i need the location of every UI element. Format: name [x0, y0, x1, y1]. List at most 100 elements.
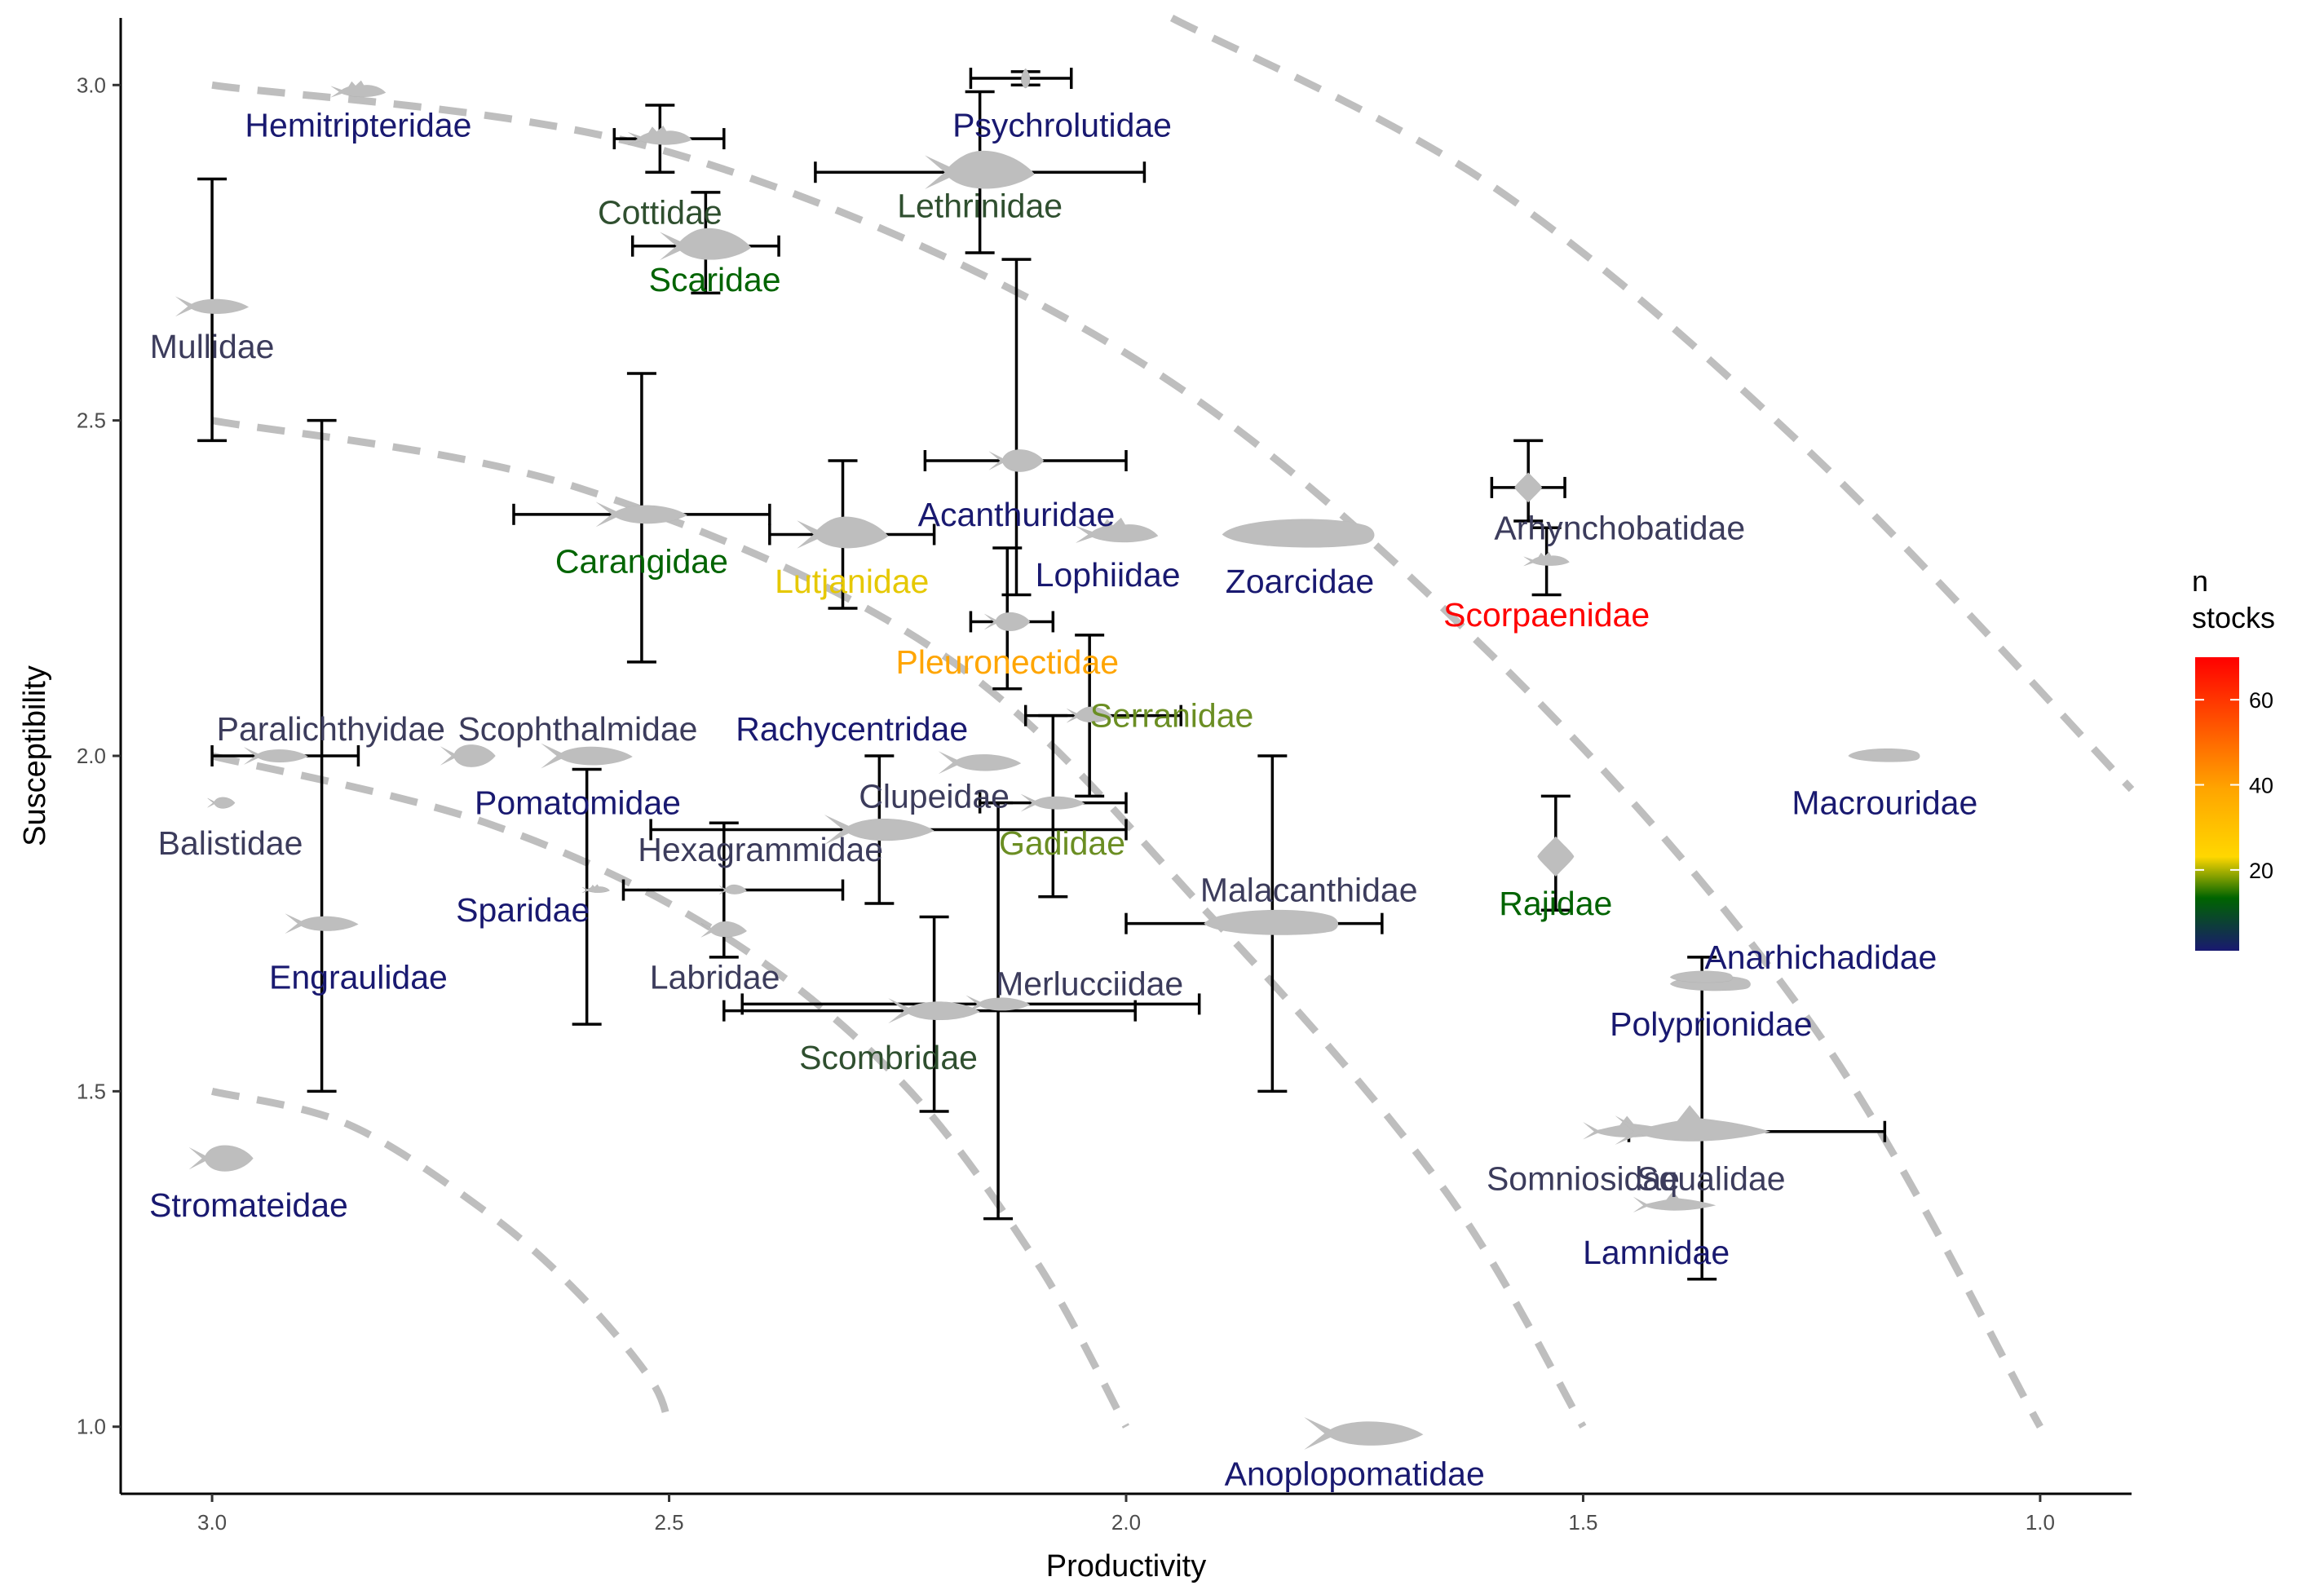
family-label-labridae: Labridae [650, 959, 780, 996]
contour-lines [211, 15, 2135, 1429]
colorbar-tick-label: 40 [2249, 774, 2273, 798]
family-label-hexagrammidae: Hexagrammidae [638, 831, 883, 868]
family-label-merlucciidae: Merlucciidae [996, 965, 1183, 1003]
fish-marker-mullidae [175, 297, 249, 316]
fish-marker-psychrolutidae [1021, 68, 1030, 88]
x-tick-label: 1.5 [1568, 1510, 1597, 1535]
family-label-cottidae: Cottidae [598, 194, 722, 232]
fish-marker-pomatomidae [541, 744, 633, 768]
y-axis-title: Susceptibility [18, 665, 52, 846]
fish-marker-lamnidae [1633, 1191, 1716, 1212]
fish-marker-carangidae [596, 502, 687, 527]
fish-markers [175, 68, 1920, 1450]
family-label-gadidae: Gadidae [999, 824, 1125, 862]
legend-title-line1: n [2192, 564, 2208, 598]
x-tick-label: 3.0 [197, 1510, 227, 1535]
fish-marker-rachycentridae [939, 752, 1021, 774]
fish-marker-arhynchobatidae [1514, 472, 1542, 502]
colorbar-legend: n stocks 20 40 60 [2192, 564, 2275, 951]
contour-line [211, 417, 1587, 1429]
fish-marker-serranidae [1067, 707, 1112, 723]
y-tick-label: 2.5 [77, 409, 106, 433]
fish-marker-hemitripteridae [331, 81, 386, 98]
family-label-scaridae: Scaridae [649, 261, 781, 298]
x-axis-title: Productivity [1046, 1549, 1206, 1583]
fish-marker-lutjanidae [797, 517, 888, 549]
fish-marker-lethrinidae [925, 151, 1035, 189]
family-label-balistidae: Balistidae [158, 824, 303, 862]
family-label-lethrinidae: Lethrinidae [897, 187, 1063, 224]
fish-marker-scorpaenidae [1524, 552, 1570, 566]
contour-line [211, 752, 1129, 1429]
fish-marker-macrouridae [1849, 749, 1920, 762]
family-label-clupeidae: Clupeidae [859, 777, 1010, 815]
y-tick-label: 3.0 [77, 73, 106, 97]
family-label-anoplopomatidae: Anoplopomatidae [1225, 1455, 1485, 1492]
family-label-somniosidae: Somniosidae [1487, 1159, 1680, 1197]
family-label-carangidae: Carangidae [555, 542, 728, 580]
fish-marker-sparidae [719, 885, 747, 894]
family-label-scombridae: Scombridae [799, 1039, 978, 1076]
fish-marker-clupeidae [824, 815, 934, 845]
fish-marker-stromateidae [189, 1146, 253, 1172]
family-label-anarhichadidae: Anarhichadidae [1704, 939, 1937, 976]
fish-marker-balistidae [207, 797, 235, 809]
fish-marker-squalidae [1615, 1105, 1771, 1145]
family-label-serranidae: Serranidae [1090, 697, 1254, 735]
family-label-squalidae: Squalidae [1637, 1159, 1785, 1197]
family-label-rajidae: Rajidae [1499, 885, 1612, 922]
fish-marker-zoarcidae [1222, 519, 1375, 547]
family-label-acanthuridae: Acanthuridae [918, 496, 1116, 533]
family-label-sparidae: Sparidae [456, 891, 590, 929]
y-tick-label: 1.5 [77, 1079, 106, 1103]
family-label-psychrolutidae: Psychrolutidae [952, 107, 1172, 144]
family-label-engraulidae: Engraulidae [269, 959, 448, 996]
family-label-pomatomidae: Pomatomidae [475, 784, 681, 822]
family-label-lophiidae: Lophiidae [1036, 556, 1181, 594]
x-tick-label: 1.0 [2026, 1510, 2055, 1535]
fish-marker-scophthalmidae [440, 744, 495, 766]
family-label-lutjanidae: Lutjanidae [775, 563, 929, 600]
y-tick-label: 2.0 [77, 744, 106, 768]
family-label-zoarcidae: Zoarcidae [1226, 563, 1374, 600]
family-label-hemitripteridae: Hemitripteridae [245, 107, 471, 144]
family-labels: Hemitripteridae Cottidae Psychrolutidae Let… [149, 107, 1977, 1493]
fish-marker-malacanthidae [1204, 910, 1338, 935]
fish-marker-polyprionidae [1670, 971, 1733, 983]
x-tick-label: 2.5 [654, 1510, 683, 1535]
colorbar [2195, 657, 2239, 951]
y-tick-label: 1.0 [77, 1415, 106, 1439]
family-label-mullidae: Mullidae [150, 328, 275, 365]
colorbar-tick-label: 60 [2249, 688, 2273, 713]
contour-line [211, 1087, 673, 1429]
fish-marker-lophiidae [1076, 518, 1158, 543]
family-label-lamnidae: Lamnidae [1583, 1234, 1730, 1271]
fish-marker-gadidae [1021, 794, 1085, 811]
family-label-paralichthyidae: Paralichthyidae [217, 710, 445, 748]
family-label-pleuronectidae: Pleuronectidae [896, 643, 1120, 681]
fish-marker-rajidae [1537, 837, 1574, 877]
family-label-scophthalmidae: Scophthalmidae [457, 710, 697, 748]
family-label-macrouridae: Macrouridae [1792, 784, 1977, 822]
contour-line [1169, 15, 2135, 793]
fish-marker-labridae [701, 921, 747, 938]
fish-marker-hexagrammidae [582, 885, 610, 893]
fish-marker-acanthuridae [989, 449, 1044, 471]
legend-title-line2: stocks [2192, 601, 2275, 634]
axes: Productivity Susceptibility 3.0 2.5 2.0 1.5… [18, 18, 2132, 1583]
family-label-malacanthidae: Malacanthidae [1200, 872, 1418, 909]
colorbar-tick-label: 20 [2249, 859, 2273, 883]
family-label-polyprionidae: Polyprionidae [1610, 1005, 1812, 1043]
fish-marker-pleuronectidae [984, 612, 1030, 631]
fish-marker-anoplopomatidae [1305, 1417, 1424, 1450]
family-label-scorpaenidae: Scorpaenidae [1443, 596, 1650, 634]
fish-marker-scombridae [889, 998, 980, 1022]
x-tick-label: 2.0 [1111, 1510, 1141, 1535]
family-label-stromateidae: Stromateidae [149, 1186, 348, 1224]
family-label-rachycentridae: Rachycentridae [736, 710, 968, 748]
contour-line [211, 81, 2043, 1429]
fish-marker-scaridae [660, 228, 751, 260]
family-label-arhynchobatidae: Arhynchobatidae [1494, 509, 1745, 546]
fish-marker-cottidae [628, 126, 691, 145]
